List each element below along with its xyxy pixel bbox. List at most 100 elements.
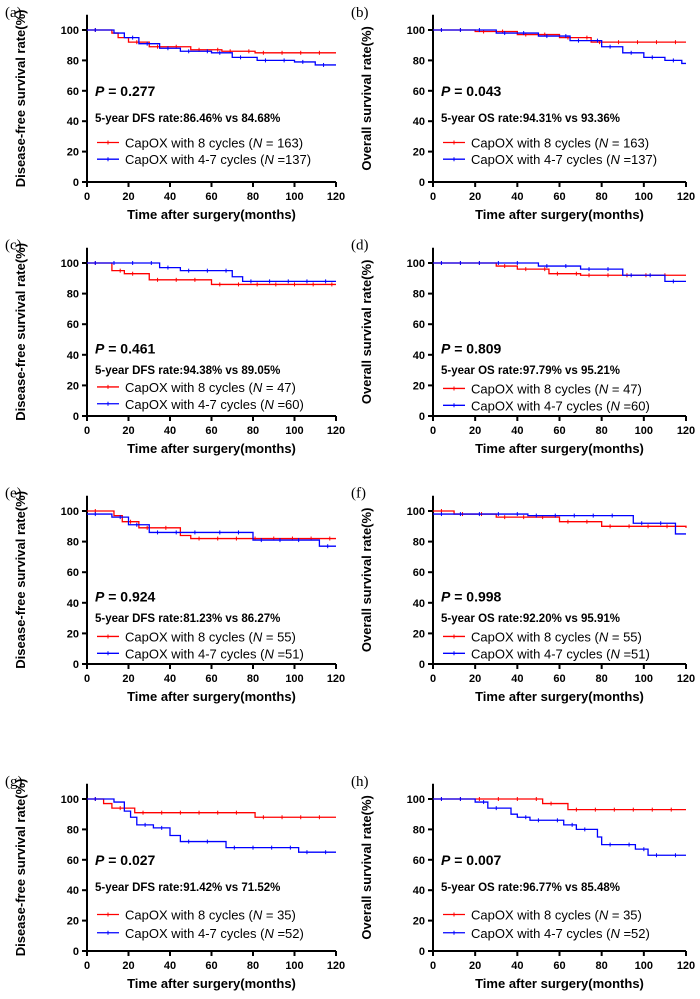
y-tick-label: 80	[67, 55, 79, 67]
y-tick-label: 20	[67, 380, 79, 392]
survival-curve-blue	[87, 262, 336, 283]
legend-n-value: = 163)	[608, 135, 649, 150]
p-number: = 0.007	[450, 852, 501, 868]
legend-n-value: =137)	[620, 152, 657, 167]
legend-name: CapOX with 4-7 cycles (	[125, 926, 265, 941]
y-tick-label: 0	[419, 411, 425, 423]
legend-n: N	[253, 908, 263, 923]
y-tick-label: 40	[413, 598, 425, 610]
legend-n: N	[253, 380, 263, 395]
legend-name: CapOX with 4-7 cycles (	[471, 646, 611, 661]
legend-name: CapOX with 8 cycles (	[471, 381, 600, 396]
x-axis-label: Time after surgery(months)	[475, 976, 644, 991]
x-tick-label: 80	[596, 673, 608, 685]
y-tick-label: 40	[413, 885, 425, 897]
p-number: = 0.924	[104, 589, 155, 605]
legend-n-value: = 163)	[262, 135, 303, 150]
y-axis-label: Overall survival rate(%)	[359, 260, 374, 405]
p-value: P = 0.998	[441, 589, 502, 605]
five-year-rate: 5-year OS rate:96.77% vs 85.48%	[441, 882, 620, 894]
y-tick-label: 0	[73, 177, 79, 189]
x-tick-label: 100	[285, 673, 303, 685]
x-tick-label: 100	[635, 425, 653, 437]
x-tick-label: 0	[430, 425, 436, 437]
y-tick-label: 80	[67, 537, 79, 549]
y-tick-label: 60	[67, 319, 79, 331]
x-tick-label: 0	[84, 191, 90, 203]
x-tick-label: 40	[511, 191, 523, 203]
y-tick-label: 80	[413, 289, 425, 301]
x-tick-label: 20	[122, 673, 134, 685]
x-tick-label: 0	[84, 673, 90, 685]
survival-curve-blue	[433, 262, 686, 283]
legend-n: N	[264, 152, 274, 167]
y-tick-label: 40	[67, 598, 79, 610]
x-tick-label: 20	[469, 191, 481, 203]
five-year-rate: 5-year OS rate:97.79% vs 95.21%	[441, 365, 620, 377]
y-axis-label: Overall survival rate(%)	[359, 795, 374, 940]
x-tick-label: 80	[247, 191, 259, 203]
legend-n-value: =60)	[274, 397, 304, 412]
survival-curve-blue	[433, 29, 686, 65]
y-tick-label: 100	[61, 506, 79, 518]
legend-n-value: = 47)	[608, 381, 642, 396]
p-symbol: P	[95, 852, 105, 868]
legend-entry: CapOX with 4-7 cycles (N =51)	[471, 646, 650, 661]
x-tick-label: 0	[84, 960, 90, 972]
legend-name: CapOX with 4-7 cycles (	[471, 152, 611, 167]
x-tick-label: 80	[596, 191, 608, 203]
survival-curve-blue	[87, 29, 336, 66]
x-axis-label: Time after surgery(months)	[475, 207, 644, 222]
y-tick-label: 0	[419, 177, 425, 189]
y-tick-label: 0	[73, 411, 79, 423]
x-tick-label: 0	[430, 673, 436, 685]
x-tick-label: 60	[553, 191, 565, 203]
x-tick-label: 100	[285, 191, 303, 203]
x-tick-label: 100	[285, 425, 303, 437]
p-number: = 0.461	[104, 341, 155, 357]
x-tick-label: 0	[430, 191, 436, 203]
y-tick-label: 20	[413, 916, 425, 928]
panel-h: (h) 0 20 40 60 80 100 0 20 40 60 80 100 120 Time after…	[351, 774, 695, 991]
legend-entry: CapOX with 4-7 cycles (N =60)	[125, 397, 304, 412]
x-tick-label: 100	[635, 960, 653, 972]
legend-n-value: =51)	[620, 646, 650, 661]
x-tick-label: 60	[553, 425, 565, 437]
x-tick-label: 120	[677, 425, 695, 437]
survival-curve-red	[87, 798, 336, 818]
legend-name: CapOX with 8 cycles (	[471, 908, 600, 923]
p-symbol: P	[95, 589, 105, 605]
panel-label: (g)	[5, 774, 23, 790]
x-tick-label: 60	[205, 425, 217, 437]
panel-label: (h)	[351, 774, 369, 790]
x-axis-label: Time after surgery(months)	[127, 689, 296, 704]
x-tick-label: 20	[122, 425, 134, 437]
legend-name: CapOX with 4-7 cycles (	[471, 926, 611, 941]
y-axis-label: Overall survival rate(%)	[359, 26, 374, 171]
p-value: P = 0.007	[441, 852, 502, 868]
x-tick-label: 100	[285, 960, 303, 972]
y-tick-label: 100	[61, 258, 79, 270]
x-tick-label: 80	[247, 673, 259, 685]
y-tick-label: 60	[413, 855, 425, 867]
panel-label: (a)	[5, 5, 22, 21]
y-axis-label: Disease-free survival rate(%)	[13, 491, 28, 669]
legend-n: N	[599, 908, 609, 923]
legend-n-value: =60)	[620, 398, 650, 413]
p-number: = 0.998	[450, 589, 501, 605]
x-tick-label: 100	[635, 673, 653, 685]
legend-n: N	[599, 629, 609, 644]
five-year-rate: 5-year OS rate:94.31% vs 93.36%	[441, 113, 620, 125]
panel-f: (f) 0 20 40 60 80 100 0 20 40 60 80 100 120 Time after…	[351, 486, 695, 704]
legend-n: N	[264, 646, 274, 661]
panel-d: (d) 0 20 40 60 80 100 0 20 40 60 80 100 120 Time after…	[351, 238, 695, 456]
y-tick-label: 20	[67, 147, 79, 159]
y-tick-label: 60	[67, 86, 79, 98]
x-tick-label: 60	[205, 191, 217, 203]
legend-n: N	[264, 926, 274, 941]
y-tick-label: 80	[413, 824, 425, 836]
x-tick-label: 60	[205, 960, 217, 972]
y-tick-label: 80	[67, 289, 79, 301]
y-tick-label: 100	[407, 794, 425, 806]
